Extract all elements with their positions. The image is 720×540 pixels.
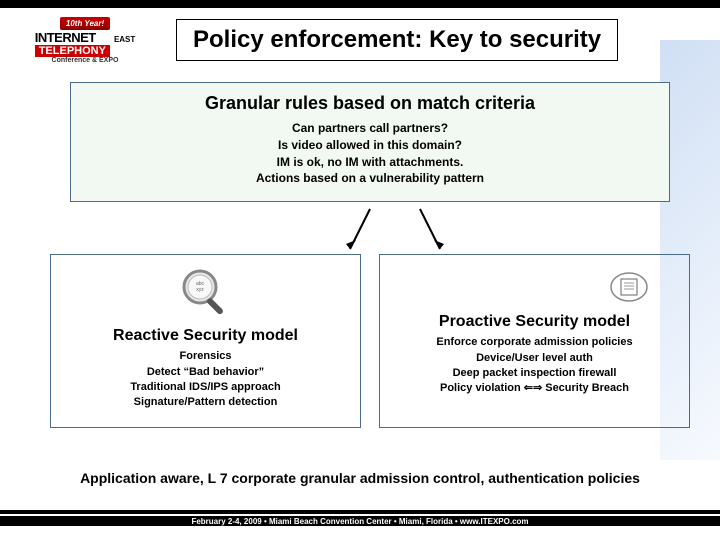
proactive-line3: Deep packet inspection firewall bbox=[390, 366, 679, 381]
reactive-heading: Reactive Security model bbox=[61, 327, 350, 345]
granular-line4: Actions based on a vulnerability pattern bbox=[91, 170, 649, 187]
slide-title: Policy enforcement: Key to security bbox=[193, 26, 601, 54]
reactive-line2: Detect “Bad behavior” bbox=[61, 365, 350, 380]
title-box: Policy enforcement: Key to security bbox=[176, 19, 618, 61]
granular-line1: Can partners call partners? bbox=[91, 120, 649, 137]
logo-line1: INTERNET bbox=[35, 30, 110, 45]
proactive-box: Proactive Security model Enforce corpora… bbox=[379, 254, 690, 428]
bottom-bar-thin bbox=[0, 510, 720, 514]
reactive-box: abc xyz Reactive Security model Forensic… bbox=[50, 254, 361, 428]
arrow-container bbox=[70, 202, 670, 262]
reactive-line4: Signature/Pattern detection bbox=[61, 395, 350, 410]
logo-line2: TELEPHONY bbox=[35, 45, 110, 57]
granular-line3: IM is ok, no IM with attachments. bbox=[91, 154, 649, 171]
proactive-line1: Enforce corporate admission policies bbox=[390, 335, 679, 350]
granular-line2: Is video allowed in this domain? bbox=[91, 137, 649, 154]
reactive-icon-area: abc xyz bbox=[61, 263, 350, 323]
header: 10th Year! INTERNET TELEPHONY EAST Confe… bbox=[0, 8, 720, 72]
logo-badge: 10th Year! bbox=[60, 17, 110, 30]
reactive-line1: Forensics bbox=[61, 349, 350, 364]
granular-rules-box: Granular rules based on match criteria C… bbox=[70, 82, 670, 202]
svg-text:xyz: xyz bbox=[196, 287, 204, 293]
proactive-heading: Proactive Security model bbox=[390, 313, 679, 331]
conference-logo: 10th Year! INTERNET TELEPHONY EAST Confe… bbox=[0, 10, 170, 70]
bottom-bar-thick: February 2-4, 2009 • Miami Beach Convent… bbox=[0, 516, 720, 526]
magnifying-glass-icon: abc xyz bbox=[178, 265, 234, 321]
footer-info: February 2-4, 2009 • Miami Beach Convent… bbox=[191, 517, 528, 526]
top-black-bar bbox=[0, 0, 720, 8]
granular-heading: Granular rules based on match criteria bbox=[91, 93, 649, 114]
footer-note: Application aware, L 7 corporate granula… bbox=[12, 470, 708, 486]
document-icon bbox=[609, 271, 649, 303]
proactive-line4: Policy violation ⇐⇒ Security Breach bbox=[390, 381, 679, 396]
content-area: Granular rules based on match criteria C… bbox=[0, 72, 720, 428]
logo-subtitle: Conference & EXPO bbox=[52, 57, 119, 64]
logo-east: EAST bbox=[114, 35, 135, 44]
proactive-line2: Device/User level auth bbox=[390, 351, 679, 366]
proactive-icon-area bbox=[390, 263, 679, 311]
models-row: abc xyz Reactive Security model Forensic… bbox=[50, 254, 690, 428]
reactive-line3: Traditional IDS/IPS approach bbox=[61, 380, 350, 395]
